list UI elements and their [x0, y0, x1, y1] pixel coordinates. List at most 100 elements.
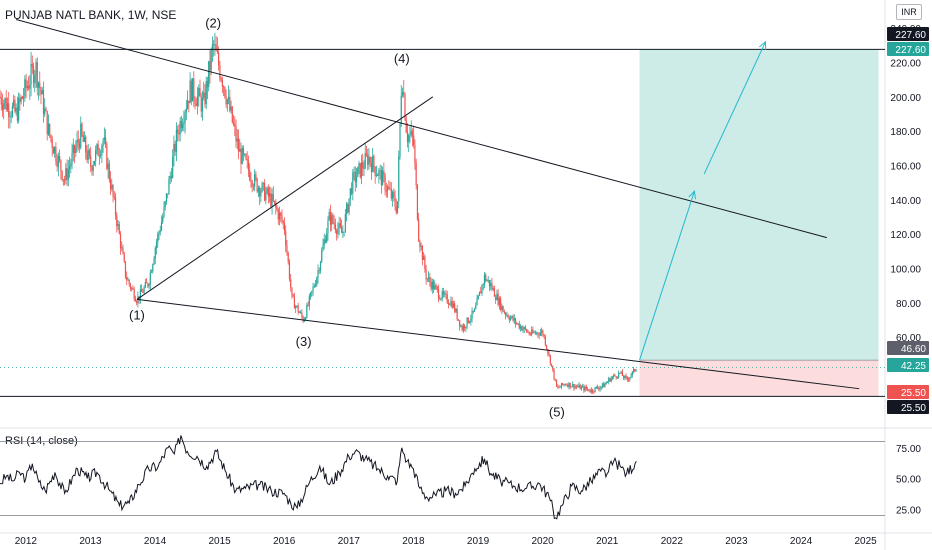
price-badge-bg	[887, 400, 929, 414]
candle-body	[322, 245, 324, 251]
candle-body	[373, 155, 375, 167]
candle-body	[452, 303, 455, 308]
candle-body	[133, 289, 135, 300]
candle-body	[580, 386, 582, 390]
candle-body	[144, 282, 146, 288]
candle-body	[457, 319, 460, 321]
candle-body	[100, 155, 102, 156]
wave-label: (2)	[205, 15, 221, 30]
candle-body	[468, 321, 471, 323]
candle-body	[321, 250, 323, 262]
candle-body	[467, 317, 469, 323]
candle-body	[352, 172, 354, 194]
candle-body	[117, 224, 119, 227]
candle-body	[123, 253, 125, 262]
candle-body	[544, 336, 546, 346]
candle-body	[177, 129, 179, 134]
candle-body	[391, 191, 394, 199]
candle-body	[327, 220, 329, 234]
candle-body	[37, 82, 40, 88]
candle-body	[261, 183, 263, 192]
candle-body	[306, 304, 308, 318]
candle-body	[585, 386, 587, 389]
candle-body	[226, 99, 228, 105]
candle-body	[533, 332, 535, 334]
price-badge-bg	[887, 341, 929, 355]
candle-body	[611, 376, 614, 379]
candle-body	[168, 178, 170, 195]
candle-body	[630, 375, 632, 378]
candle-body	[621, 371, 623, 377]
candle-body	[295, 306, 297, 309]
candle-body	[395, 206, 397, 213]
price-tick-label: 120.00	[890, 230, 921, 241]
price-tick-label: 160.00	[890, 161, 921, 172]
candle-body	[16, 107, 18, 121]
candle-body	[127, 279, 129, 281]
candle-body	[234, 124, 236, 127]
candle-body	[409, 134, 411, 136]
currency-button[interactable]: INR	[896, 4, 922, 20]
candle-body	[328, 212, 330, 221]
candle-body	[235, 126, 237, 142]
candle-body	[297, 305, 299, 313]
candle-body	[513, 318, 515, 321]
candle-body	[298, 312, 300, 314]
candle-body	[65, 168, 67, 181]
candle-body	[142, 291, 144, 293]
candle-body	[73, 145, 76, 153]
candle-body	[440, 298, 442, 300]
time-tick-label: 2019	[467, 536, 490, 547]
candle-body	[47, 123, 50, 135]
candle-body	[462, 325, 464, 331]
candle-body	[595, 386, 597, 388]
candle-body	[368, 157, 370, 165]
candle-body	[82, 134, 84, 142]
price-badge-bg	[887, 358, 929, 372]
wave-label: (1)	[129, 307, 145, 322]
candle-body	[560, 383, 563, 387]
candle-body	[454, 303, 456, 312]
candle-body	[201, 97, 204, 112]
price-tick-label: 180.00	[890, 127, 921, 138]
candle-body	[349, 188, 351, 199]
candle-body	[40, 88, 42, 95]
candle-body	[332, 214, 334, 223]
candle-body	[95, 150, 97, 162]
candle-body	[582, 386, 584, 387]
arrow-head-icon	[758, 40, 767, 50]
candle-body	[145, 282, 148, 284]
candle-body	[109, 179, 112, 190]
candle-body	[564, 384, 566, 386]
candle-body	[506, 314, 508, 316]
candle-body	[569, 382, 571, 388]
candle-body	[363, 168, 365, 170]
candle-body	[291, 287, 293, 295]
candle-body	[259, 187, 261, 197]
candle-body	[487, 280, 489, 281]
candle-body	[149, 272, 151, 285]
candle-body	[568, 382, 570, 387]
candle-body	[483, 274, 486, 285]
candle-body	[394, 196, 396, 207]
candle-body	[32, 66, 35, 84]
candle-body	[152, 264, 154, 272]
candle-body	[286, 245, 288, 253]
candle-body	[239, 148, 241, 152]
price-badge: 42.25	[887, 358, 929, 372]
candle-body	[606, 381, 609, 383]
candle-body	[194, 99, 196, 104]
candle-body	[459, 320, 461, 327]
candle-body	[430, 281, 432, 289]
candle-body	[589, 391, 591, 392]
candle-body	[14, 99, 16, 112]
candle-body	[288, 261, 291, 280]
candle-body	[624, 375, 626, 379]
candle-body	[39, 82, 41, 89]
candle-body	[403, 92, 405, 95]
candle-body	[116, 215, 118, 227]
candle-body	[159, 230, 161, 233]
candle-body	[24, 79, 26, 97]
candle-body	[591, 389, 594, 392]
